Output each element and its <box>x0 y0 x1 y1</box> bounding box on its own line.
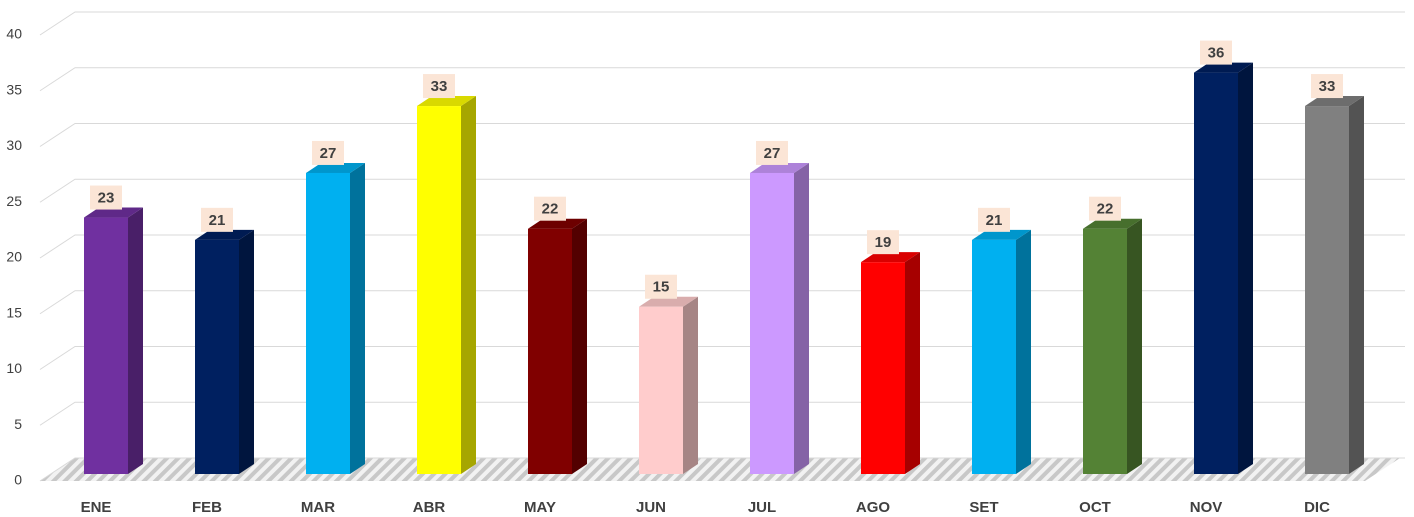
x-tick-label: SET <box>969 499 998 516</box>
y-tick-label: 15 <box>6 304 22 320</box>
data-label-bg <box>1089 196 1121 221</box>
bar-top <box>84 207 143 218</box>
x-tick-label: DIC <box>1304 499 1330 516</box>
bar-top <box>750 162 809 173</box>
data-label-bg <box>90 185 122 210</box>
grid-line <box>39 67 1405 92</box>
floor <box>40 458 1400 481</box>
bar-side <box>1349 96 1364 475</box>
data-label-bg <box>423 74 455 99</box>
bar <box>195 239 239 474</box>
bar <box>84 217 128 475</box>
grid-line <box>39 346 1405 370</box>
bar-top <box>639 296 698 307</box>
bar-side <box>1016 229 1031 474</box>
x-tick-label: JUL <box>748 499 776 516</box>
data-label: 33 <box>1319 78 1336 95</box>
bar-side <box>683 296 698 474</box>
data-label: 22 <box>542 201 559 218</box>
x-tick-label: JUN <box>636 499 666 516</box>
bar-side <box>239 229 254 474</box>
bar <box>972 239 1016 474</box>
data-label: 33 <box>431 78 448 95</box>
x-tick-label: OCT <box>1079 499 1111 516</box>
data-label: 21 <box>986 212 1003 229</box>
bar <box>1305 106 1349 475</box>
grid-line <box>39 11 1405 36</box>
x-tick-label: FEB <box>192 499 222 516</box>
bar <box>1083 228 1127 474</box>
x-tick-label: ENE <box>81 499 112 516</box>
y-tick-label: 35 <box>6 81 22 97</box>
bar-top <box>1083 218 1142 229</box>
bar-side <box>1238 62 1253 474</box>
grid-line <box>39 457 1405 482</box>
data-label-bg <box>867 230 899 255</box>
bar-side <box>128 207 143 475</box>
y-tick-label: 5 <box>14 416 22 432</box>
bar <box>417 106 461 475</box>
bar-top <box>972 229 1031 240</box>
data-label: 15 <box>653 279 670 296</box>
bar-side <box>1127 218 1142 474</box>
bar <box>750 172 794 474</box>
y-tick-label: 20 <box>6 249 22 265</box>
bar-top <box>1194 62 1253 73</box>
data-label: 27 <box>320 145 337 162</box>
y-tick-label: 40 <box>6 26 22 42</box>
data-label: 21 <box>209 212 226 229</box>
x-tick-label: MAY <box>524 499 556 516</box>
bar <box>528 228 572 474</box>
grid-line <box>39 290 1405 315</box>
x-tick-label: NOV <box>1190 499 1223 516</box>
data-label-bg <box>756 140 788 165</box>
bar-side <box>350 162 365 474</box>
x-tick-label: MAR <box>301 499 335 516</box>
bar-top <box>195 229 254 240</box>
bar-top <box>306 162 365 173</box>
y-tick-label: 25 <box>6 193 22 209</box>
bar-side <box>794 162 809 474</box>
bar-top <box>528 218 587 229</box>
bar-side <box>461 96 476 475</box>
grid-line <box>39 234 1405 259</box>
bar-top <box>1305 96 1364 107</box>
data-label: 19 <box>875 234 892 251</box>
data-label: 22 <box>1097 201 1114 218</box>
data-label-bg <box>312 140 344 165</box>
data-label: 36 <box>1208 45 1225 62</box>
y-tick-label: 10 <box>6 360 22 376</box>
data-label: 23 <box>98 190 115 207</box>
y-tick-label: 30 <box>6 137 22 153</box>
data-label-bg <box>645 274 677 299</box>
grid-line <box>39 178 1405 203</box>
data-label: 27 <box>764 145 781 162</box>
data-label-bg <box>978 207 1010 232</box>
x-tick-label: ABR <box>413 499 446 516</box>
bar <box>861 262 905 474</box>
bar <box>306 172 350 474</box>
y-tick-label: 0 <box>14 472 22 488</box>
bar <box>639 306 683 474</box>
bar-side <box>905 252 920 474</box>
x-tick-label: AGO <box>856 499 891 516</box>
bar <box>1194 72 1238 474</box>
bar-side <box>572 218 587 474</box>
data-label-bg <box>534 196 566 221</box>
bar-top <box>861 252 920 263</box>
data-label-bg <box>1200 40 1232 65</box>
data-label-bg <box>201 207 233 232</box>
grid-line <box>39 401 1405 426</box>
bar-top <box>417 96 476 107</box>
data-label-bg <box>1311 74 1343 99</box>
grid-line <box>39 123 1405 147</box>
